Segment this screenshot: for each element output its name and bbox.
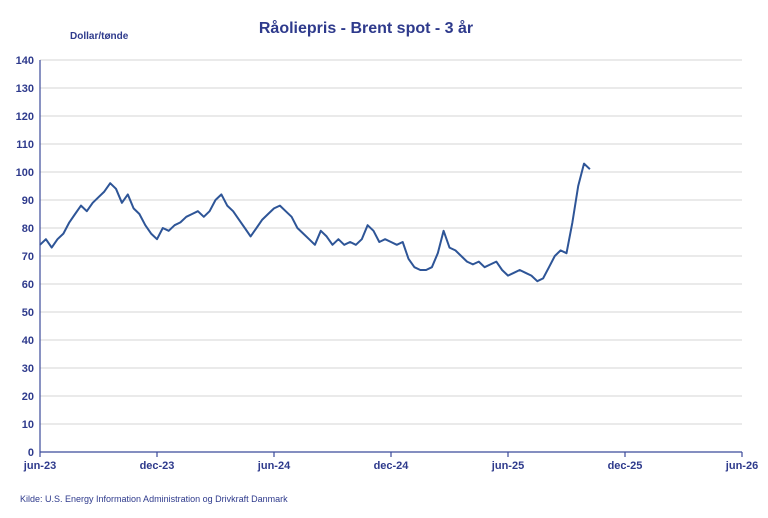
- source-note: Kilde: U.S. Energy Information Administr…: [20, 494, 288, 504]
- x-tick-label: jun-23: [23, 460, 56, 472]
- y-tick-label: 10: [22, 419, 34, 431]
- y-axis-label: Dollar/tønde: [70, 31, 129, 42]
- gridlines: [40, 59, 742, 425]
- y-tick-label: 100: [16, 167, 34, 179]
- y-tick-label: 70: [22, 251, 34, 263]
- y-tick-label: 60: [22, 279, 34, 291]
- x-tick-label: jun-26: [725, 460, 758, 472]
- y-tick-label: 140: [16, 55, 34, 67]
- y-tick-label: 120: [16, 111, 34, 123]
- chart-title: Råoliepris - Brent spot - 3 år: [259, 19, 473, 37]
- x-tick-label: dec-25: [608, 460, 643, 472]
- y-tick-label: 110: [16, 139, 34, 151]
- y-axis-ticks: 0 10 20 30 40 50 60 70 80 90 100 110 120 130 140: [16, 55, 34, 459]
- y-tick-label: 130: [16, 83, 34, 95]
- y-tick-label: 80: [22, 223, 34, 235]
- y-tick-label: 50: [22, 307, 34, 319]
- y-tick-label: 90: [22, 195, 34, 207]
- y-tick-label: 0: [28, 447, 34, 459]
- x-axis-ticks: jun-23 dec-23 jun-24 dec-24 jun-25 dec-25 jun-…: [23, 452, 758, 472]
- series-group: [39, 162, 591, 283]
- series-line-brent: [39, 162, 591, 283]
- y-tick-label: 40: [22, 335, 34, 347]
- y-tick-label: 30: [22, 363, 34, 375]
- x-tick-label: dec-23: [140, 460, 175, 472]
- x-tick-label: dec-24: [374, 460, 410, 472]
- x-tick-label: jun-24: [257, 460, 291, 472]
- x-tick-label: jun-25: [491, 460, 524, 472]
- y-tick-label: 20: [22, 391, 34, 403]
